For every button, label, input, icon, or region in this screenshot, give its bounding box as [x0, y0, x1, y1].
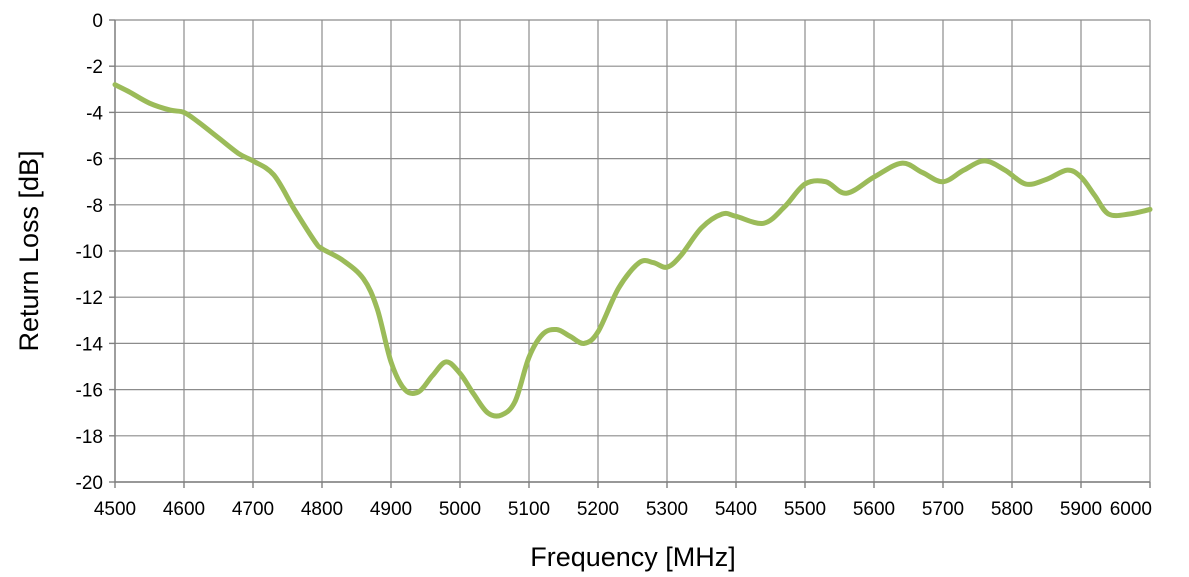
axes	[109, 19, 1151, 488]
y-tick-label: -6	[86, 150, 103, 171]
data-point	[1003, 168, 1008, 173]
x-tick-label: 5400	[715, 499, 757, 520]
series-line-0	[112, 82, 1153, 419]
y-tick-label: -16	[76, 381, 103, 402]
data-point	[485, 410, 490, 415]
data-point	[182, 110, 187, 115]
data-point	[271, 172, 276, 177]
data-point	[527, 355, 532, 360]
data-point	[313, 239, 318, 244]
data-point	[416, 389, 421, 394]
data-point	[803, 182, 808, 187]
data-point	[1065, 168, 1070, 173]
x-tick-label: 5500	[784, 499, 826, 520]
data-point	[471, 392, 476, 397]
data-point	[1148, 207, 1153, 212]
x-tick-label: 5800	[991, 499, 1033, 520]
data-point	[941, 179, 946, 184]
x-tick-label: 5600	[853, 499, 895, 520]
x-tick-label: 5700	[922, 499, 964, 520]
y-tick-labels: 0 -2 -4 -6 -8 -10 -12 -14 -16 -18 -20	[76, 11, 104, 494]
data-point	[637, 260, 642, 265]
x-tick-label: 4900	[370, 499, 412, 520]
data-point	[292, 207, 297, 212]
data-point	[665, 265, 670, 270]
y-tick-label: -18	[76, 427, 103, 448]
y-tick-label: 0	[92, 11, 103, 32]
data-point	[596, 329, 601, 334]
x-tick-label: 5300	[646, 499, 688, 520]
data-point	[982, 158, 987, 163]
y-tick-label: -10	[76, 242, 103, 263]
y-tick-label: -12	[76, 288, 103, 309]
data-point	[320, 246, 325, 251]
x-tick-label: 5000	[439, 499, 481, 520]
data-point	[126, 89, 131, 94]
data-point	[251, 158, 256, 163]
data-point	[340, 258, 345, 263]
x-tick-label: 4500	[94, 499, 136, 520]
y-tick-label: -2	[86, 57, 103, 78]
data-point	[430, 373, 435, 378]
y-tick-label: -4	[86, 103, 103, 124]
data-point	[237, 151, 242, 156]
data-point	[499, 413, 504, 418]
data-point	[1023, 182, 1028, 187]
x-axis-title: Frequency [MHz]	[530, 542, 736, 572]
x-tick-label: 4700	[232, 499, 274, 520]
data-point	[920, 170, 925, 175]
y-tick-label: -8	[86, 196, 103, 217]
data-point	[961, 168, 966, 173]
data-point	[168, 108, 173, 113]
data-point	[513, 399, 518, 404]
data-point	[147, 101, 152, 106]
data-point	[678, 253, 683, 258]
gridlines	[114, 19, 1151, 483]
y-tick-label: -14	[76, 334, 104, 355]
data-point	[899, 161, 904, 166]
data-point	[1106, 212, 1111, 217]
data-point	[195, 119, 200, 124]
data-point	[1127, 212, 1132, 217]
x-tick-label: 5200	[577, 499, 619, 520]
data-point	[568, 334, 573, 339]
data-point	[651, 260, 656, 265]
x-tick-label: 5900	[1060, 499, 1102, 520]
data-point	[823, 179, 828, 184]
data-point	[761, 221, 766, 226]
data-point	[361, 276, 366, 281]
x-tick-label: 6000	[1110, 499, 1152, 520]
data-point	[389, 359, 394, 364]
data-point	[844, 191, 849, 196]
series-group	[112, 82, 1153, 419]
data-point	[444, 359, 449, 364]
x-tick-labels: 4500 4600 4700 4800 4900 5000 5100 5200 5300 5400…	[94, 499, 1152, 520]
data-point	[540, 332, 545, 337]
data-point	[720, 212, 725, 217]
data-point	[782, 205, 787, 210]
data-point	[734, 214, 739, 219]
x-tick-label: 4600	[163, 499, 205, 520]
data-point	[1044, 177, 1049, 182]
data-point	[458, 371, 463, 376]
data-point	[1092, 193, 1097, 198]
data-point	[216, 135, 221, 140]
x-tick-label: 4800	[301, 499, 343, 520]
data-point	[872, 175, 877, 180]
data-point	[582, 341, 587, 346]
data-point	[1079, 175, 1084, 180]
data-point	[616, 285, 621, 290]
y-tick-label: -20	[76, 473, 103, 494]
data-point	[554, 327, 559, 332]
data-point	[375, 306, 380, 311]
data-point	[402, 387, 407, 392]
y-axis-title: Return Loss [dB]	[14, 150, 44, 351]
x-tick-label: 5100	[508, 499, 550, 520]
data-point	[113, 82, 118, 87]
data-point	[699, 225, 704, 230]
